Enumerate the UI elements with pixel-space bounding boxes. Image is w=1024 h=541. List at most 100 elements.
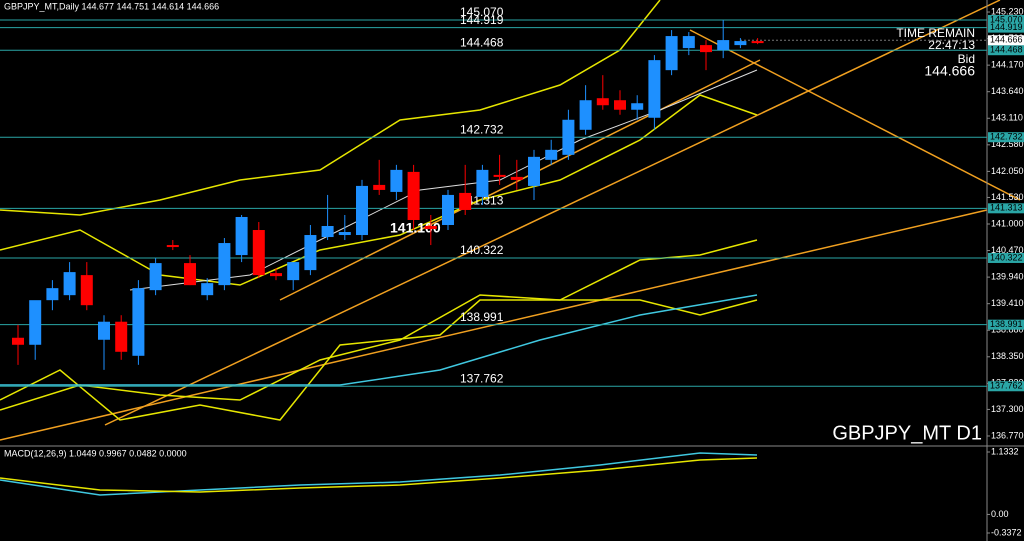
level-axis-label: 145.070 (990, 14, 1023, 24)
candle-body (751, 41, 764, 44)
level-axis-box (988, 45, 1024, 56)
y-tick-label: -0.3372 (991, 527, 1022, 537)
level-axis-box (988, 252, 1024, 263)
y-tick-label: 139.940 (991, 271, 1024, 281)
y-tick-label: 144.170 (991, 60, 1024, 70)
candle-body (424, 226, 437, 230)
y-tick-label: 143.110 (991, 113, 1023, 123)
level-label: 144.919 (460, 13, 504, 27)
macd-lines (0, 452, 758, 496)
level-axis-box (988, 203, 1024, 214)
level-axis-label: 137.762 (990, 381, 1023, 391)
y-tick-label: 140.470 (991, 245, 1024, 255)
level-axis-label: 140.322 (990, 252, 1023, 262)
time-remain-label: TIME REMAIN (896, 26, 975, 40)
bid-axis-label: 144.666 (990, 35, 1023, 45)
y-tick-label: 142.580 (991, 139, 1024, 149)
candle-body (528, 156, 540, 186)
candle-body (700, 45, 712, 53)
band-line (0, 299, 758, 421)
trend-line (104, 0, 1001, 426)
y-tick-label: 0.00 (991, 509, 1009, 519)
candle-body (717, 40, 730, 51)
candle-body (132, 288, 145, 356)
trend-line (689, 29, 1021, 201)
trend-line (279, 59, 761, 301)
candle-body (631, 103, 644, 110)
y-tick-label: 141.530 (991, 192, 1024, 202)
y-tick-label: 137.300 (991, 404, 1024, 414)
candle-body (390, 169, 403, 192)
symbol-label: GBPJPY_MT D1 (832, 422, 982, 444)
candle-body (270, 273, 282, 277)
signal-line (0, 457, 758, 493)
level-axis-box (988, 319, 1024, 330)
annotation: 141.100 (390, 220, 441, 236)
y-tick-label: 139.410 (991, 298, 1024, 308)
macd-title: MACD(12,26,9) 1.0449 0.9967 0.0482 0.000… (4, 448, 187, 458)
candle-body (321, 226, 334, 238)
candle-body (648, 60, 661, 118)
candle-body (115, 321, 128, 352)
candle-body (562, 119, 575, 155)
candle-body (682, 36, 695, 49)
level-label: 138.991 (460, 310, 504, 324)
candle-body (545, 149, 558, 160)
candle-body (304, 235, 317, 271)
candle-body (149, 263, 162, 291)
candle-body (734, 41, 747, 46)
candle-body (442, 194, 454, 226)
candle-body (12, 337, 24, 345)
level-label: 140.322 (460, 243, 504, 257)
ma-line (0, 294, 758, 386)
candle-body (579, 100, 592, 130)
y-tick-label: 1.1332 (991, 446, 1019, 456)
candle-body (287, 262, 300, 281)
candle-body (80, 275, 93, 306)
y-tick-label: 141.000 (991, 218, 1024, 228)
level-label: 145.070 (460, 5, 504, 19)
y-tick-label: 136.770 (991, 430, 1024, 440)
time-remain: 22:47:13 (928, 38, 975, 52)
candle-body (98, 321, 110, 340)
candle-body (184, 263, 196, 286)
level-axis-label: 142.732 (990, 132, 1023, 142)
level-axis-label: 141.313 (990, 203, 1023, 213)
y-tick-label: 145.230 (991, 6, 1024, 16)
level-axis-box (988, 15, 1024, 26)
candle-body (476, 169, 489, 197)
macd-line (0, 452, 758, 496)
candle-body (665, 36, 678, 71)
candle-body (201, 283, 214, 296)
candle-body (596, 98, 609, 106)
candle-body (356, 185, 368, 236)
candle-body (63, 272, 76, 296)
candle-body (407, 171, 420, 220)
level-label: 142.732 (460, 122, 504, 136)
candle-body (252, 230, 265, 276)
bid-axis-box (988, 35, 1024, 46)
level-axis-box (988, 22, 1024, 33)
level-axis-box (988, 381, 1024, 392)
candle-body (29, 300, 42, 345)
candle-body (373, 184, 386, 190)
candle-body (510, 176, 523, 180)
bid-label: Bid (958, 52, 975, 66)
candle-body (493, 174, 506, 177)
level-label: 144.468 (460, 35, 504, 49)
level-axis-label: 138.991 (990, 319, 1023, 329)
candle-body (218, 243, 231, 286)
candle-body (166, 245, 179, 248)
level-label: 137.762 (460, 371, 504, 385)
bid-price: 144.666 (924, 63, 975, 79)
y-tick-label: 143.640 (991, 86, 1024, 96)
band-line (0, 0, 661, 216)
candle-body (338, 232, 351, 236)
candle-body (46, 288, 59, 301)
candle-body (614, 100, 626, 110)
chart-title: GBPJPY_MT,Daily 144.677 144.751 144.614 … (4, 1, 219, 11)
y-tick-label: 138.350 (991, 351, 1024, 361)
band-line (0, 94, 758, 286)
